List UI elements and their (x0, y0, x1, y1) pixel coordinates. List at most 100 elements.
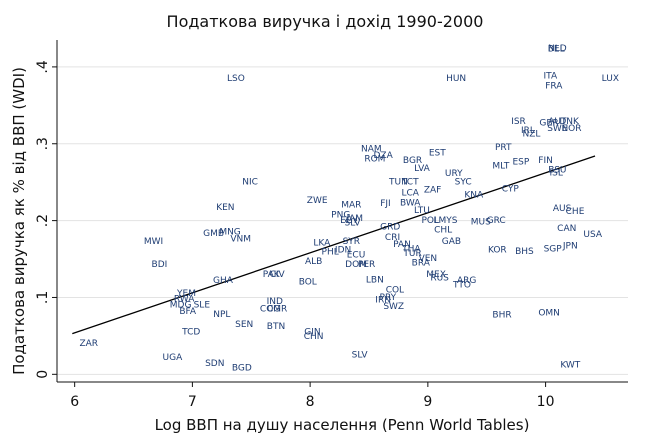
data-point-label: GHA (213, 276, 234, 286)
y-tick-label: .3 (35, 137, 51, 150)
data-point-label: GRD (380, 222, 400, 232)
data-point-label: SGP (544, 245, 563, 255)
data-point-label: HUN (446, 74, 466, 84)
data-point-label: URY (445, 169, 463, 179)
x-tick-label: 9 (423, 394, 432, 410)
x-tick-label: 8 (306, 394, 315, 410)
data-point-label: ISR (511, 117, 526, 127)
data-point-label: FJI (380, 199, 391, 209)
data-point-label: LTU (414, 206, 430, 216)
data-point-label: DZA (373, 151, 393, 161)
data-point-label: ITA (543, 72, 557, 82)
x-axis-label: Log ВВП на душу населення (Penn World Ta… (155, 416, 530, 434)
data-point-label: EST (429, 148, 446, 158)
data-point-label: BRA (412, 258, 431, 268)
y-tick-label: .4 (35, 60, 51, 73)
data-point-label: AUT (548, 117, 567, 127)
data-point-label: DOM (345, 260, 367, 270)
data-point-label: CHN (304, 332, 324, 342)
data-point-label: SWZ (383, 302, 404, 312)
data-point-label: NIC (242, 178, 258, 188)
data-point-label: CRI (385, 233, 400, 243)
data-point-label: SWE (547, 124, 568, 134)
data-point-label: LMYS (434, 216, 458, 226)
data-point-label: MEX (426, 270, 446, 280)
data-point-label: PAK (263, 270, 281, 280)
data-point-label: BTN (267, 322, 285, 332)
data-point-label: POL (421, 216, 439, 226)
data-point-label: GRC (487, 216, 506, 226)
y-tick-label: .2 (35, 214, 51, 227)
data-point-label: ESP (512, 158, 529, 168)
data-point-label: TCT (401, 178, 419, 188)
data-point-label: SLE (194, 301, 211, 311)
data-point-label: TUR (402, 249, 421, 259)
data-point-label: BFA (179, 307, 197, 317)
data-point-label: CIV (270, 270, 286, 280)
data-point-label: KNA (464, 191, 484, 201)
data-point-label: SDN (205, 359, 224, 369)
data-point-label: RWA (174, 294, 195, 304)
data-point-label: CYP (502, 185, 520, 195)
data-point-label: PER (358, 260, 375, 270)
data-point-label: IND (267, 297, 283, 307)
data-point-label: IRL (521, 126, 535, 136)
data-point-label: IRN (375, 295, 391, 305)
data-point-label: SLV (352, 351, 369, 361)
data-point-label: TUN (388, 178, 408, 188)
data-point-label: LSO (227, 74, 245, 84)
axes: 0 .1 .2 .3 .4 6 7 8 9 10 (35, 40, 628, 410)
data-point-label: GBR (539, 119, 558, 129)
data-point-label: YEM (176, 289, 196, 299)
data-point-label: IDN (335, 245, 351, 255)
data-point-label: NAM (361, 145, 382, 155)
data-point-label: ZAR (79, 339, 98, 349)
data-point-label: JPN (562, 241, 578, 251)
data-point-label: MWI (144, 237, 163, 247)
data-point-label: UGA (163, 353, 184, 363)
y-tick-label: .1 (35, 291, 51, 304)
x-tick-label: 7 (188, 394, 197, 410)
data-point-label: VEN (419, 254, 438, 264)
data-point-label: MDG (170, 301, 192, 311)
data-point-label: SYR (343, 237, 360, 247)
data-point-label: CMR (267, 304, 287, 314)
data-point-label: ISL (549, 168, 562, 178)
data-point-label: BWA (400, 198, 421, 208)
data-point-label: ARG (457, 276, 476, 286)
data-point-label: COL (386, 285, 404, 295)
data-point-label: TTO (452, 281, 471, 291)
data-point-label: THA (401, 245, 421, 255)
data-point-label: SLV (345, 218, 362, 228)
data-point-label: CHE (566, 207, 585, 217)
data-point-label: ROM (364, 155, 385, 165)
data-point-label: BDI (152, 260, 168, 270)
data-point-label: GAB (442, 237, 461, 247)
data-point-label: PRT (495, 143, 512, 153)
data-point-label: VNM (230, 235, 251, 245)
data-point-label: SEN (235, 320, 253, 330)
data-point-label: KEN (216, 203, 234, 213)
data-point-label: BSU (548, 165, 566, 175)
data-point-label: AUS (553, 204, 572, 214)
data-point-label: NZL (522, 129, 540, 139)
data-point-label: MAR (341, 201, 361, 211)
data-point-label: ALB (305, 257, 322, 267)
data-point-label: NOR (561, 124, 581, 134)
data-point-label: ZAF (424, 185, 442, 195)
data-point-label: MLT (492, 162, 510, 172)
x-tick-label: 6 (70, 394, 79, 410)
data-point-label: ZWE (307, 196, 328, 206)
data-point-label: BHR (492, 311, 511, 321)
fitted-line (72, 155, 596, 335)
data-point-label: GMB (203, 229, 224, 239)
data-point-label: CAN (557, 224, 576, 234)
data-point-label: USA (583, 230, 602, 240)
data-point-label: FIN (538, 156, 553, 166)
data-point-label: LVA (414, 164, 431, 174)
data-point-label: PRY (380, 293, 397, 303)
data-point-label: RUS (430, 274, 449, 284)
chart-title: Податкова виручка і дохід 1990-2000 (167, 12, 484, 31)
